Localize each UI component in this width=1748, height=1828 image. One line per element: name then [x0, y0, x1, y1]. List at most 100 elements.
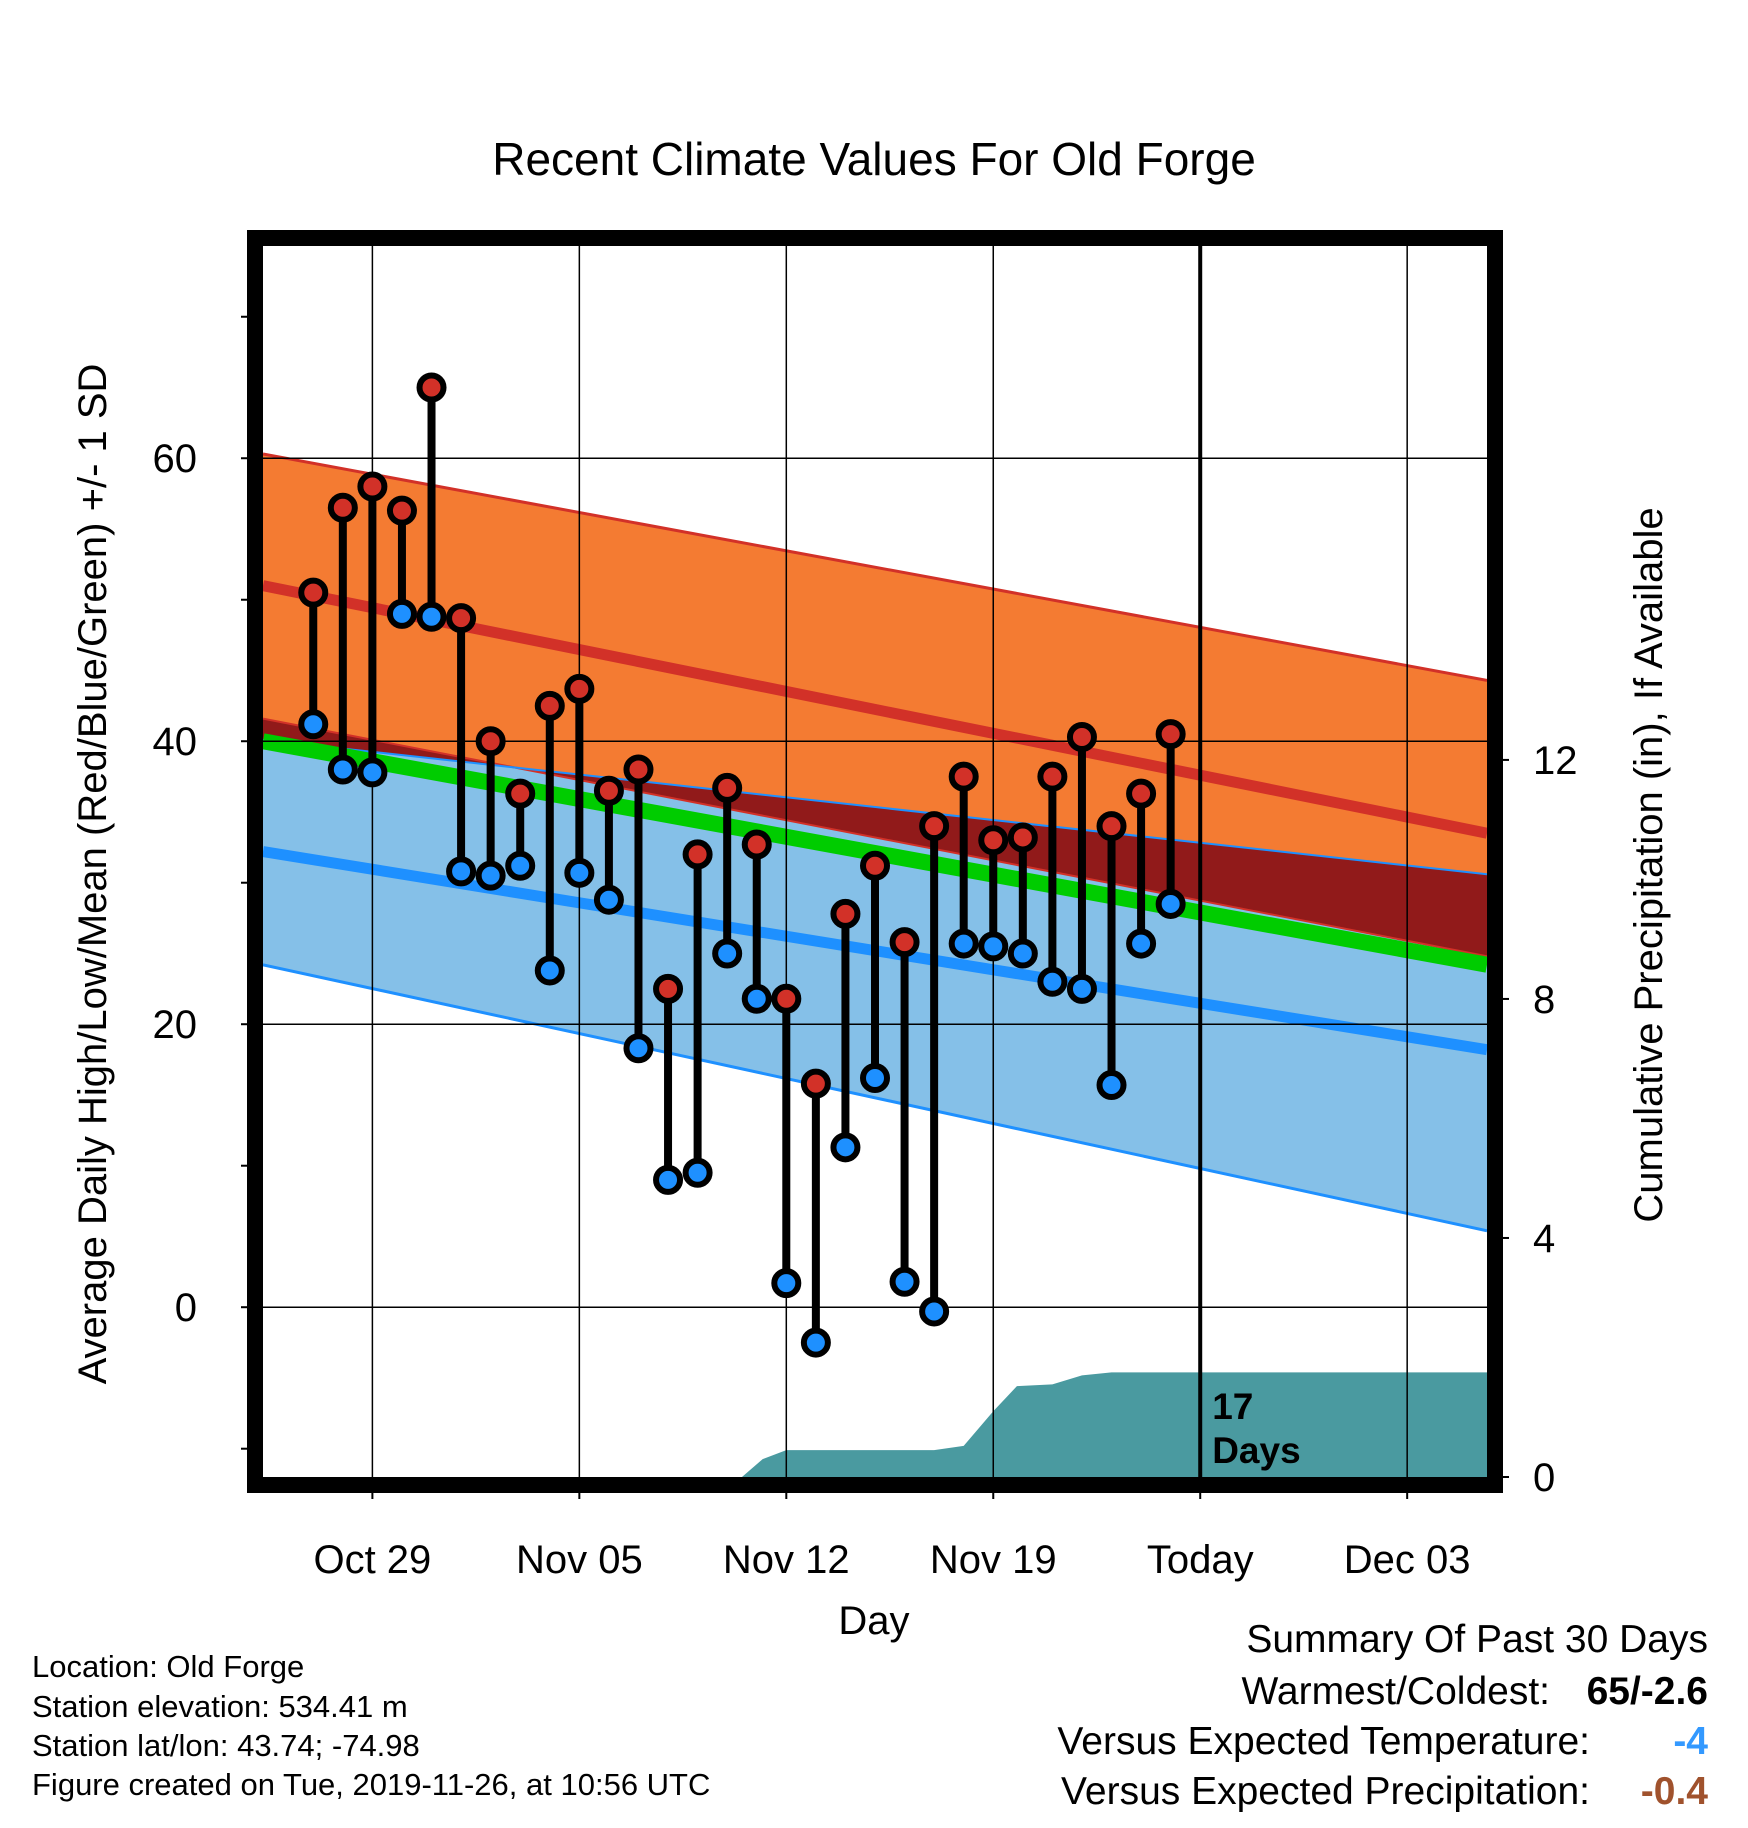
low-marker	[771, 1268, 802, 1299]
low-marker	[978, 931, 1009, 962]
observation-0	[298, 577, 329, 740]
observation-29	[1155, 719, 1186, 919]
high-marker	[593, 775, 624, 806]
chart-title: Recent Climate Values For Old Forge	[492, 133, 1256, 185]
x-tick-label: Dec 03	[1344, 1538, 1471, 1582]
low-marker	[830, 1132, 861, 1163]
observation-22	[948, 761, 979, 959]
high-marker	[889, 927, 920, 958]
observation-21	[919, 811, 950, 1327]
summary-warmest-coldest-label: Warmest/Coldest:	[1241, 1670, 1550, 1713]
observation-4	[416, 372, 447, 632]
high-marker	[1096, 811, 1127, 842]
observation-6	[475, 726, 506, 891]
high-marker	[682, 839, 713, 870]
x-tick-label: Nov 12	[723, 1538, 850, 1582]
low-marker	[653, 1164, 684, 1195]
footer-elevation: Station elevation: 534.41 m	[32, 1689, 408, 1724]
y-axis-label-right: Cumulative Precipitation (in), If Availa…	[1627, 507, 1671, 1222]
summary-precipitation: Versus Expected Precipitation: -0.4	[1061, 1770, 1708, 1814]
y-left-tick-label: 40	[153, 720, 198, 764]
y-right-tick-label: 12	[1533, 739, 1578, 783]
low-marker	[446, 856, 477, 887]
y-right-tick-label: 0	[1533, 1456, 1555, 1500]
high-marker	[298, 577, 329, 608]
high-marker	[741, 829, 772, 860]
high-marker	[1066, 721, 1097, 752]
low-marker	[1155, 888, 1186, 919]
y-left-tick-label: 20	[153, 1003, 198, 1047]
low-marker	[800, 1327, 831, 1358]
normal-high-lower-line	[263, 717, 1487, 958]
footer-latlon: Station lat/lon: 43.74; -74.98	[32, 1728, 420, 1763]
low-marker	[1066, 973, 1097, 1004]
observation-9	[564, 673, 595, 888]
y-right-tick-label: 4	[1533, 1217, 1555, 1261]
high-marker	[712, 772, 743, 803]
low-marker	[889, 1266, 920, 1297]
high-marker	[327, 492, 358, 523]
high-marker	[800, 1068, 831, 1099]
low-marker	[1126, 928, 1157, 959]
summary-warmest-coldest-value: 65/-2.6	[1586, 1670, 1708, 1713]
high-marker	[623, 754, 654, 785]
summary-temperature: Versus Expected Temperature: -4	[1057, 1720, 1708, 1764]
high-marker	[830, 898, 861, 929]
summary-precipitation-value: -0.4	[1640, 1770, 1708, 1813]
low-marker	[534, 955, 565, 986]
low-marker	[357, 757, 388, 788]
low-marker	[623, 1033, 654, 1064]
observation-13	[682, 839, 713, 1188]
low-marker	[712, 938, 743, 969]
high-marker	[1126, 778, 1157, 809]
low-marker	[948, 928, 979, 959]
high-marker	[978, 825, 1009, 856]
observation-10	[593, 775, 624, 915]
high-marker	[386, 495, 417, 526]
low-marker	[298, 709, 329, 740]
high-marker	[416, 372, 447, 403]
footer-created: Figure created on Tue, 2019-11-26, at 10…	[32, 1767, 711, 1802]
observation-26	[1066, 721, 1097, 1004]
summary-warmest-coldest: Warmest/Coldest: 65/-2.6	[1242, 1670, 1708, 1714]
x-tick-label: Nov 19	[930, 1538, 1057, 1582]
y-axis-label-left: Average Daily High/Low/Mean (Red/Blue/Gr…	[71, 364, 115, 1385]
low-marker	[1096, 1070, 1127, 1101]
low-marker	[475, 860, 506, 891]
observation-15	[741, 829, 772, 1014]
observation-25	[1037, 761, 1068, 997]
low-marker	[593, 884, 624, 915]
today-days-label: 17 Days	[1212, 1386, 1300, 1471]
observation-18	[830, 898, 861, 1163]
high-marker	[860, 850, 890, 881]
normal-low-upper-line	[263, 738, 1487, 876]
y-left-tick-label: 0	[175, 1286, 197, 1330]
y-left-tick-label: 60	[153, 437, 198, 481]
observation-20	[889, 927, 920, 1297]
high-marker	[1037, 761, 1068, 792]
high-marker	[1007, 822, 1038, 853]
high-marker	[475, 726, 506, 757]
low-marker	[416, 601, 447, 632]
observation-19	[860, 850, 890, 1093]
low-marker	[1037, 966, 1068, 997]
observation-28	[1126, 778, 1157, 959]
high-marker	[564, 673, 595, 704]
summary-temperature-label: Versus Expected Temperature:	[1057, 1720, 1590, 1763]
observation-24	[1007, 822, 1038, 969]
x-axis-label: Day	[838, 1599, 909, 1643]
observation-1	[327, 492, 358, 785]
observation-5	[446, 603, 477, 887]
high-marker	[534, 690, 565, 721]
low-marker	[564, 857, 595, 888]
observation-11	[623, 754, 654, 1064]
high-marker	[948, 761, 979, 792]
observation-12	[653, 973, 684, 1195]
x-tick-label: Oct 29	[313, 1538, 431, 1582]
low-marker	[505, 850, 536, 881]
low-marker	[919, 1296, 950, 1327]
observation-17	[800, 1068, 831, 1358]
summary-heading: Summary Of Past 30 Days	[1246, 1618, 1708, 1661]
low-marker	[682, 1157, 713, 1188]
